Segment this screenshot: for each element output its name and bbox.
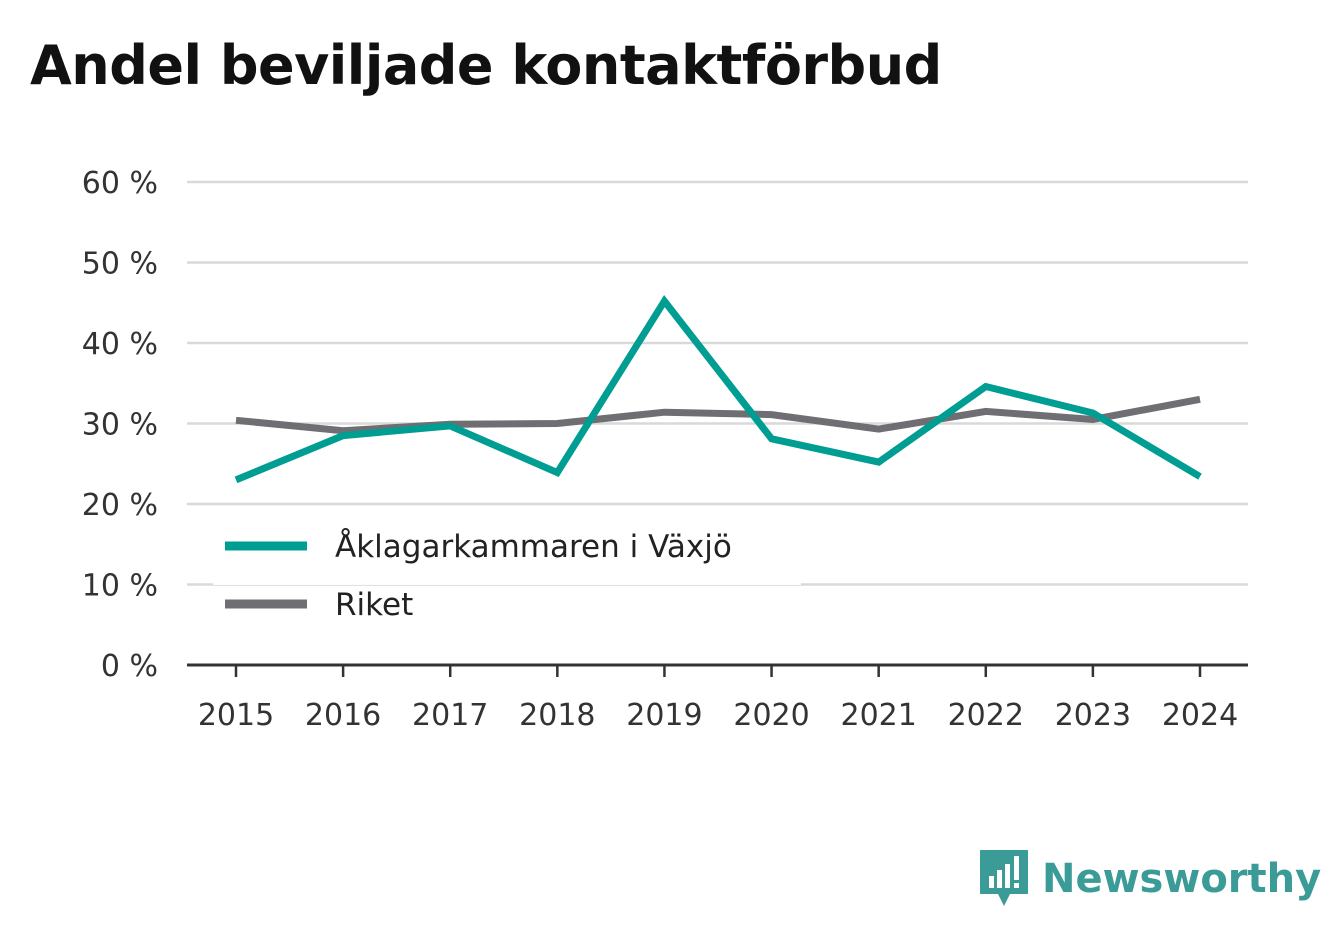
x-axis-ticks: 2015 2016 2017 2018 2019 2020 2021 2022 2023 2024	[198, 665, 1238, 733]
y-tick-label: 0 %	[101, 649, 158, 684]
x-tick-label: 2016	[305, 698, 381, 733]
x-tick-label: 2019	[626, 698, 702, 733]
y-tick-label: 30 %	[82, 408, 158, 443]
x-tick-label: 2021	[840, 698, 916, 733]
x-tick-label: 2020	[733, 698, 809, 733]
y-tick-label: 20 %	[82, 488, 158, 523]
y-tick-label: 40 %	[82, 327, 158, 362]
legend-background	[213, 515, 801, 585]
legend: Åklagarkammaren i Växjö Riket	[213, 515, 801, 623]
series-line	[234, 294, 1202, 484]
brand-name: Newsworthy	[1042, 856, 1322, 902]
x-tick-label: 2017	[412, 698, 488, 733]
x-tick-label: 2023	[1055, 698, 1131, 733]
y-tick-label: 10 %	[82, 569, 158, 604]
newsworthy-logo-icon	[980, 850, 1028, 906]
y-tick-label: 50 %	[82, 247, 158, 282]
y-axis-ticks: 0 % 10 % 20 % 30 % 40 % 50 % 60 %	[82, 166, 158, 684]
x-tick-label: 2018	[519, 698, 595, 733]
chart-title: Andel beviljade kontaktförbud	[30, 34, 942, 97]
brand-logo: Newsworthy	[980, 850, 1321, 908]
series-lines	[234, 294, 1202, 484]
x-tick-label: 2015	[198, 698, 274, 733]
y-tick-label: 60 %	[82, 166, 158, 201]
legend-label: Åklagarkammaren i Växjö	[335, 529, 732, 565]
x-tick-label: 2024	[1162, 698, 1238, 733]
legend-label: Riket	[335, 587, 413, 623]
x-tick-label: 2022	[948, 698, 1024, 733]
